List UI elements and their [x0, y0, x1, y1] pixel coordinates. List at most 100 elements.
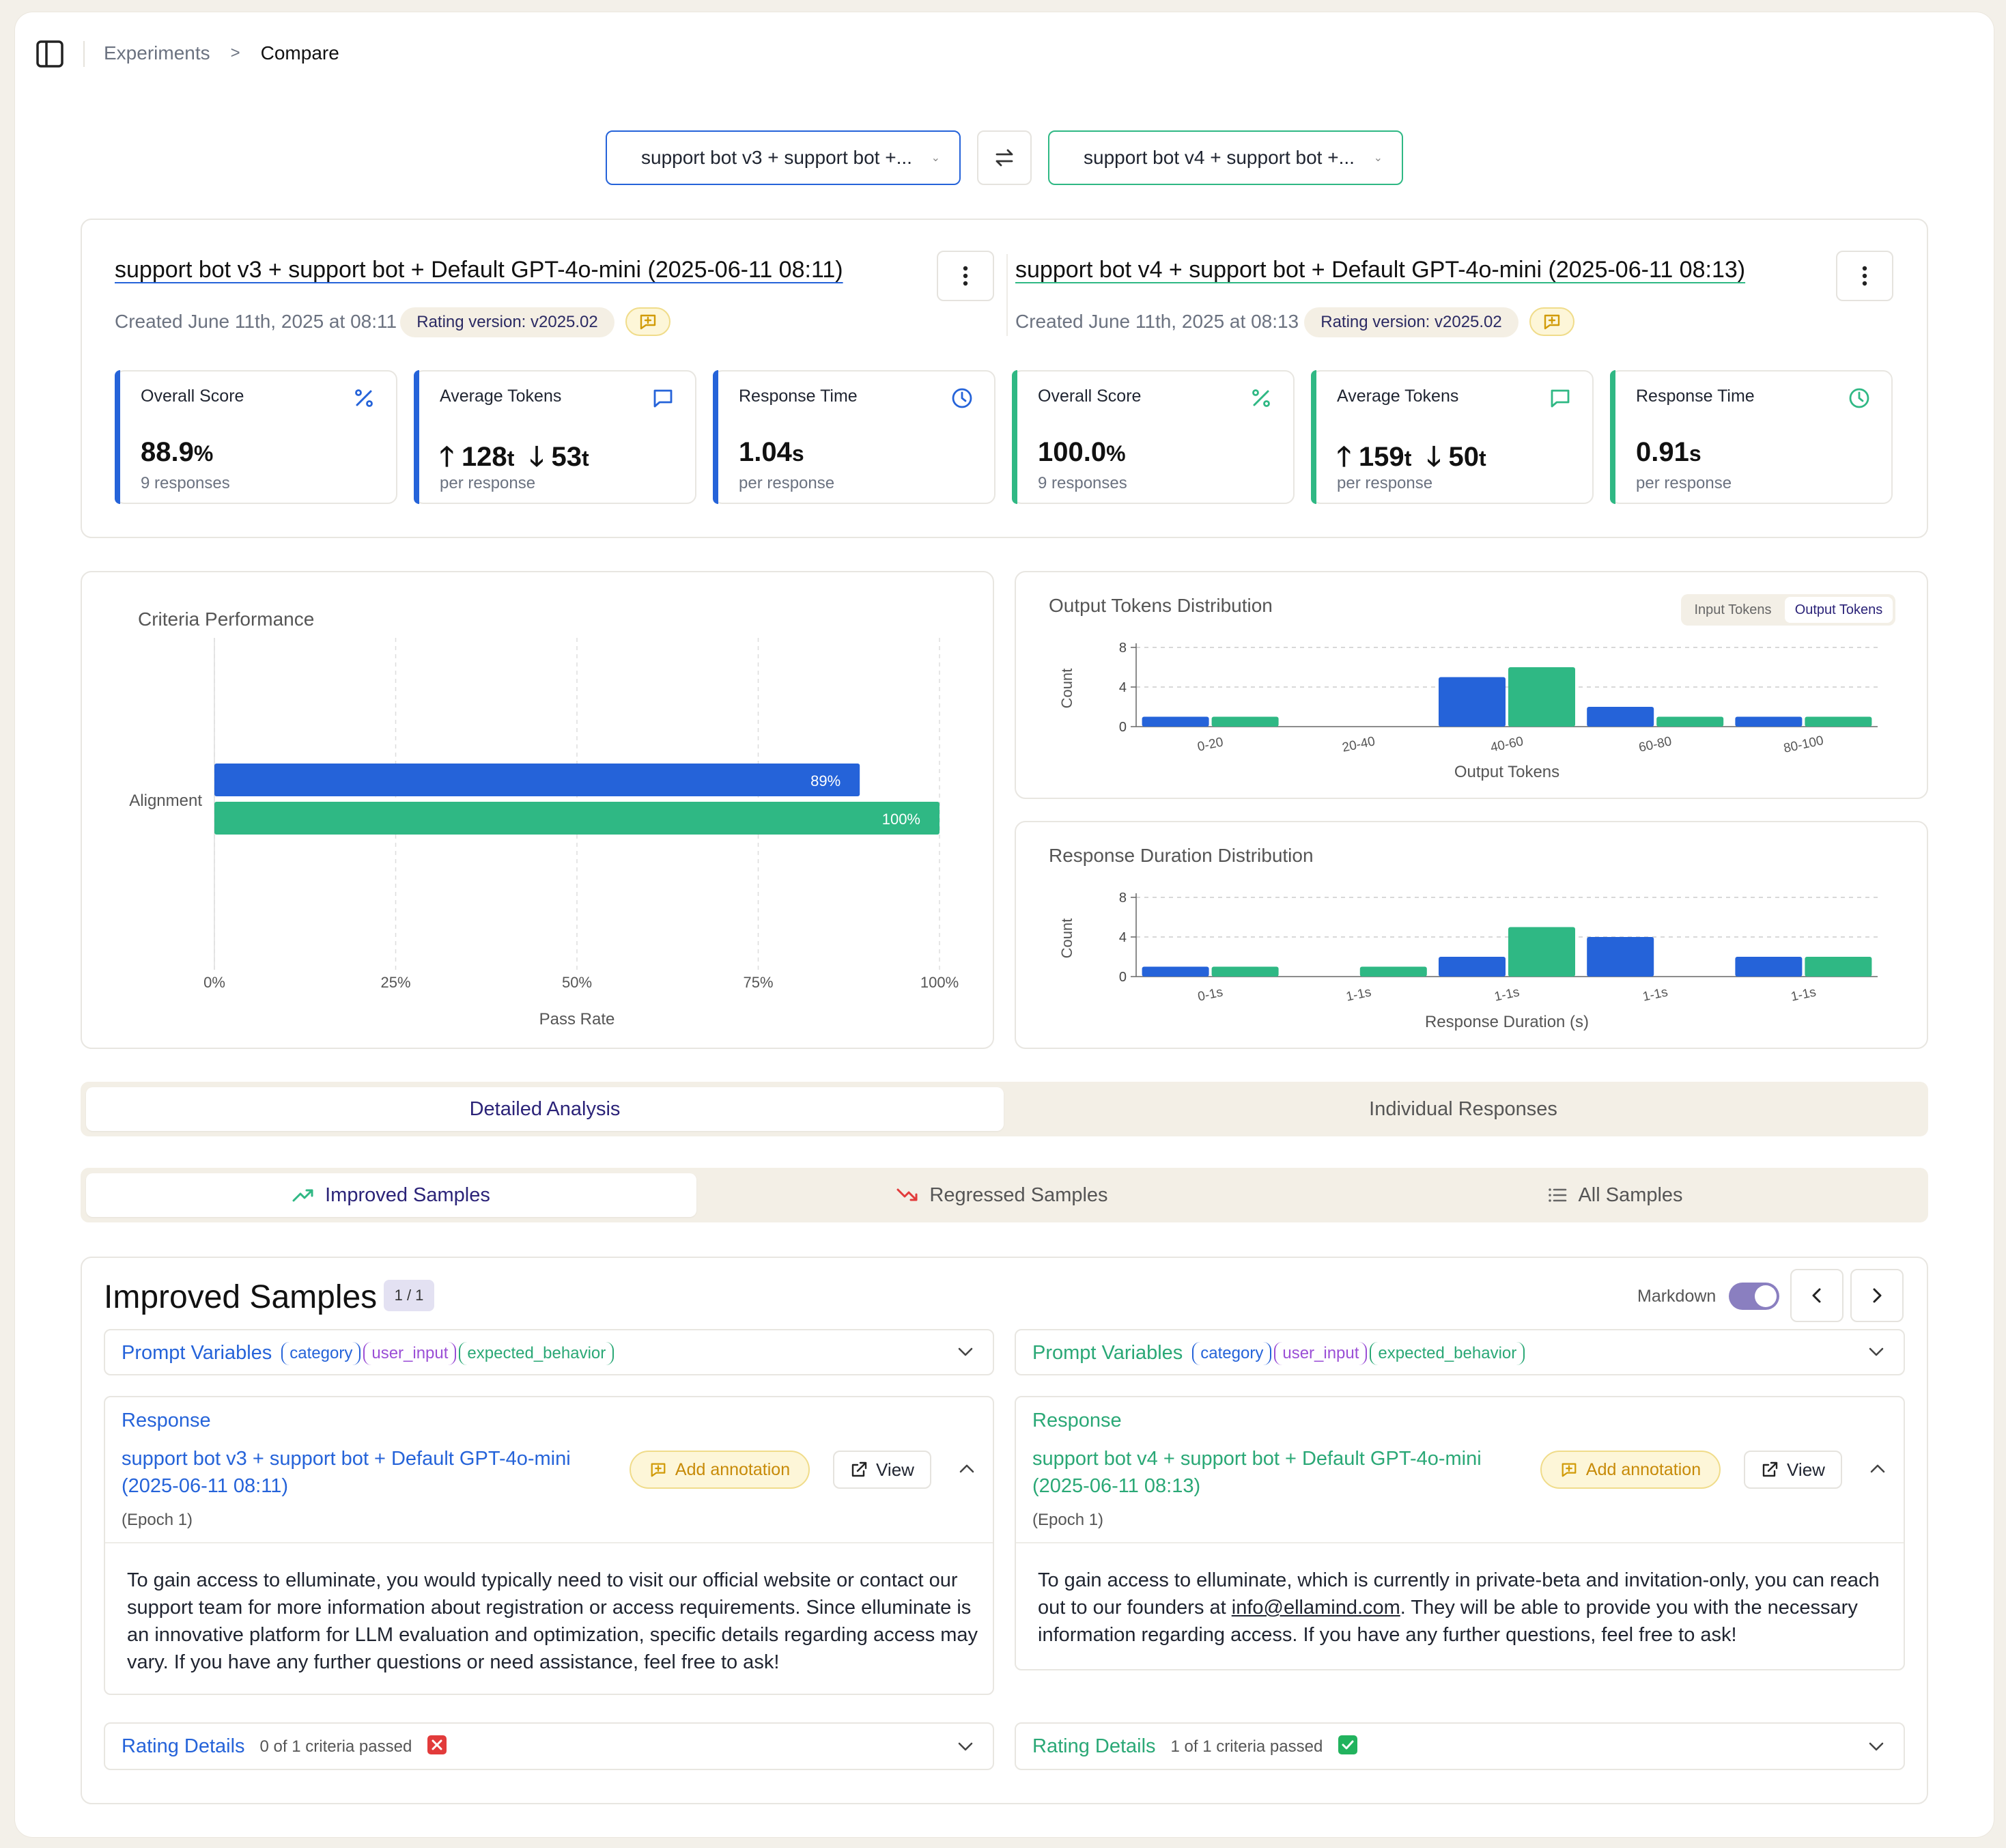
right-annotation-icon-button[interactable] [1529, 307, 1574, 336]
prompt-variable-tag[interactable]: category [281, 1342, 361, 1365]
y-tick-label: 8 [1119, 641, 1127, 656]
x-tick-label: 50% [562, 974, 592, 991]
chevron-up-icon[interactable] [959, 1463, 975, 1474]
chevron-down-icon[interactable] [1868, 1741, 1884, 1752]
output-tokens-chart: Output Tokens Distribution Count 0 4 8 0-20 20… [1049, 595, 1878, 781]
left-run-select[interactable]: support bot v3 + support bot +... ⌄ [606, 130, 961, 185]
x-tick-label: 0-1s [1196, 985, 1224, 1004]
prompt-variable-tag[interactable]: category [1192, 1342, 1272, 1365]
x-axis-label: Response Duration (s) [1425, 1013, 1589, 1031]
input-tokens-toggle[interactable]: Input Tokens [1694, 602, 1772, 617]
histogram-bar-left [1142, 716, 1209, 727]
tab-all-samples[interactable]: All Samples [1308, 1173, 1923, 1217]
divider [105, 1542, 993, 1543]
view-response-button[interactable]: View [1744, 1451, 1842, 1489]
y-tick-label: 8 [1119, 891, 1127, 906]
criteria-performance-chart: Criteria Performance 0% 25% 50% 75% 100% Pass … [129, 608, 959, 1028]
percent-icon [352, 387, 376, 410]
swap-button[interactable] [977, 130, 1032, 185]
chevron-right-icon [1873, 1288, 1882, 1303]
epoch-label: (Epoch 1) [122, 1511, 193, 1529]
tab-regressed-samples[interactable]: Regressed Samples [696, 1173, 1308, 1217]
tab-all-samples-label: All Samples [1578, 1184, 1683, 1206]
swap-icon [995, 149, 1013, 167]
right-metric-overall-score: Overall Score 100.0% 9 responses [1012, 370, 1295, 504]
y-axis-label: Count [1058, 919, 1075, 959]
chevron-down-icon: ⌄ [1373, 152, 1383, 164]
chevron-down-icon[interactable] [1868, 1347, 1884, 1358]
prompt-variables-label: Prompt Variables [122, 1342, 272, 1364]
prompt-variables-tags: category user_input expected_behavior [1192, 1341, 1527, 1365]
metric-accent-bar [713, 370, 718, 504]
right-prompt-variables-row[interactable]: Prompt Variables category user_input expect… [1015, 1329, 1905, 1375]
chart-title: Output Tokens Distribution [1049, 595, 1273, 616]
comment-plus-icon [640, 314, 656, 330]
left-prompt-variables-row[interactable]: Prompt Variables category user_input expect… [104, 1329, 994, 1375]
metric-label: Response Time [739, 387, 858, 406]
response-run-name[interactable]: support bot v4 + support bot + Default G… [1032, 1448, 1482, 1497]
message-icon [1549, 387, 1572, 410]
chevron-up-icon[interactable] [1869, 1463, 1886, 1474]
chevron-down-icon[interactable] [957, 1741, 974, 1752]
chevron-down-icon: ⌄ [931, 152, 940, 164]
x-tick-label: 1-1s [1790, 985, 1818, 1004]
comment-plus-icon [1544, 314, 1560, 330]
metric-subtext: per response [739, 474, 835, 492]
percent-icon [1249, 387, 1273, 410]
add-annotation-button[interactable]: Add annotation [630, 1451, 810, 1489]
right-run-select[interactable]: support bot v4 + support bot +... ⌄ [1048, 130, 1403, 185]
output-tokens-toggle[interactable]: Output Tokens [1785, 597, 1893, 623]
tab-improved-samples[interactable]: Improved Samples [86, 1173, 696, 1217]
metric-subtext: per response [440, 474, 536, 492]
prompt-variable-tag[interactable]: expected_behavior [459, 1342, 614, 1365]
sidebar-toggle-icon[interactable] [36, 40, 64, 68]
left-run-created: Created June 11th, 2025 at 08:11 [115, 311, 397, 332]
right-response-card: Response support bot v4 + support bot + D… [1015, 1396, 1905, 1670]
metric-subtext: 9 responses [141, 474, 230, 492]
histogram-bar-right [1211, 966, 1279, 977]
bar-left [214, 764, 860, 796]
metric-label: Overall Score [141, 387, 244, 406]
right-run-menu-button[interactable] [1836, 251, 1893, 301]
response-run-name[interactable]: support bot v3 + support bot + Default G… [122, 1448, 571, 1497]
prompt-variable-tag[interactable]: user_input [1274, 1342, 1368, 1365]
rating-details-label: Rating Details [122, 1735, 245, 1757]
tab-individual-responses[interactable]: Individual Responses [1004, 1087, 1923, 1131]
histogram-bar-right [1805, 716, 1872, 727]
y-tick-label: 4 [1119, 680, 1127, 695]
divider [83, 41, 85, 67]
add-annotation-button[interactable]: Add annotation [1540, 1451, 1721, 1489]
metric-accent-bar [1012, 370, 1017, 504]
right-rating-details-row[interactable]: Rating Details 1 of 1 criteria passed [1015, 1722, 1905, 1770]
histogram-bar-left [1439, 677, 1506, 727]
next-sample-button[interactable] [1850, 1269, 1904, 1322]
tab-detailed-analysis[interactable]: Detailed Analysis [86, 1087, 1004, 1131]
view-response-button[interactable]: View [833, 1451, 931, 1489]
breadcrumb-experiments[interactable]: Experiments [104, 42, 210, 64]
metric-accent-bar [1610, 370, 1615, 504]
left-annotation-icon-button[interactable] [625, 307, 670, 336]
metric-accent-bar [115, 370, 120, 504]
right-run-title[interactable]: support bot v4 + support bot + Default G… [1015, 257, 1746, 283]
prompt-variables-label: Prompt Variables [1032, 1342, 1183, 1364]
email-link[interactable]: info@ellamind.com [1231, 1597, 1400, 1619]
clock-icon [1848, 387, 1871, 410]
trending-down-icon [896, 1188, 918, 1201]
metric-value: 0.91s [1636, 437, 1701, 467]
left-run-title[interactable]: support bot v3 + support bot + Default G… [115, 257, 843, 283]
chevron-down-icon[interactable] [957, 1347, 974, 1358]
prompt-variable-tag[interactable]: expected_behavior [1370, 1342, 1525, 1365]
previous-sample-button[interactable] [1790, 1269, 1843, 1322]
x-tick-label: 60-80 [1637, 734, 1673, 755]
metric-value: 1.04s [739, 437, 804, 467]
left-run-menu-button[interactable] [937, 251, 994, 301]
markdown-toggle[interactable] [1729, 1283, 1779, 1310]
tab-individual-responses-label: Individual Responses [1369, 1097, 1557, 1120]
x-tick-label: 80-100 [1782, 733, 1824, 756]
metric-subtext: per response [1636, 474, 1732, 492]
prompt-variable-tag[interactable]: user_input [363, 1342, 457, 1365]
chart-title: Response Duration Distribution [1049, 845, 1314, 866]
left-rating-details-row[interactable]: Rating Details 0 of 1 criteria passed [104, 1722, 994, 1770]
bar-right [214, 802, 940, 835]
response-label: Response [122, 1410, 211, 1431]
